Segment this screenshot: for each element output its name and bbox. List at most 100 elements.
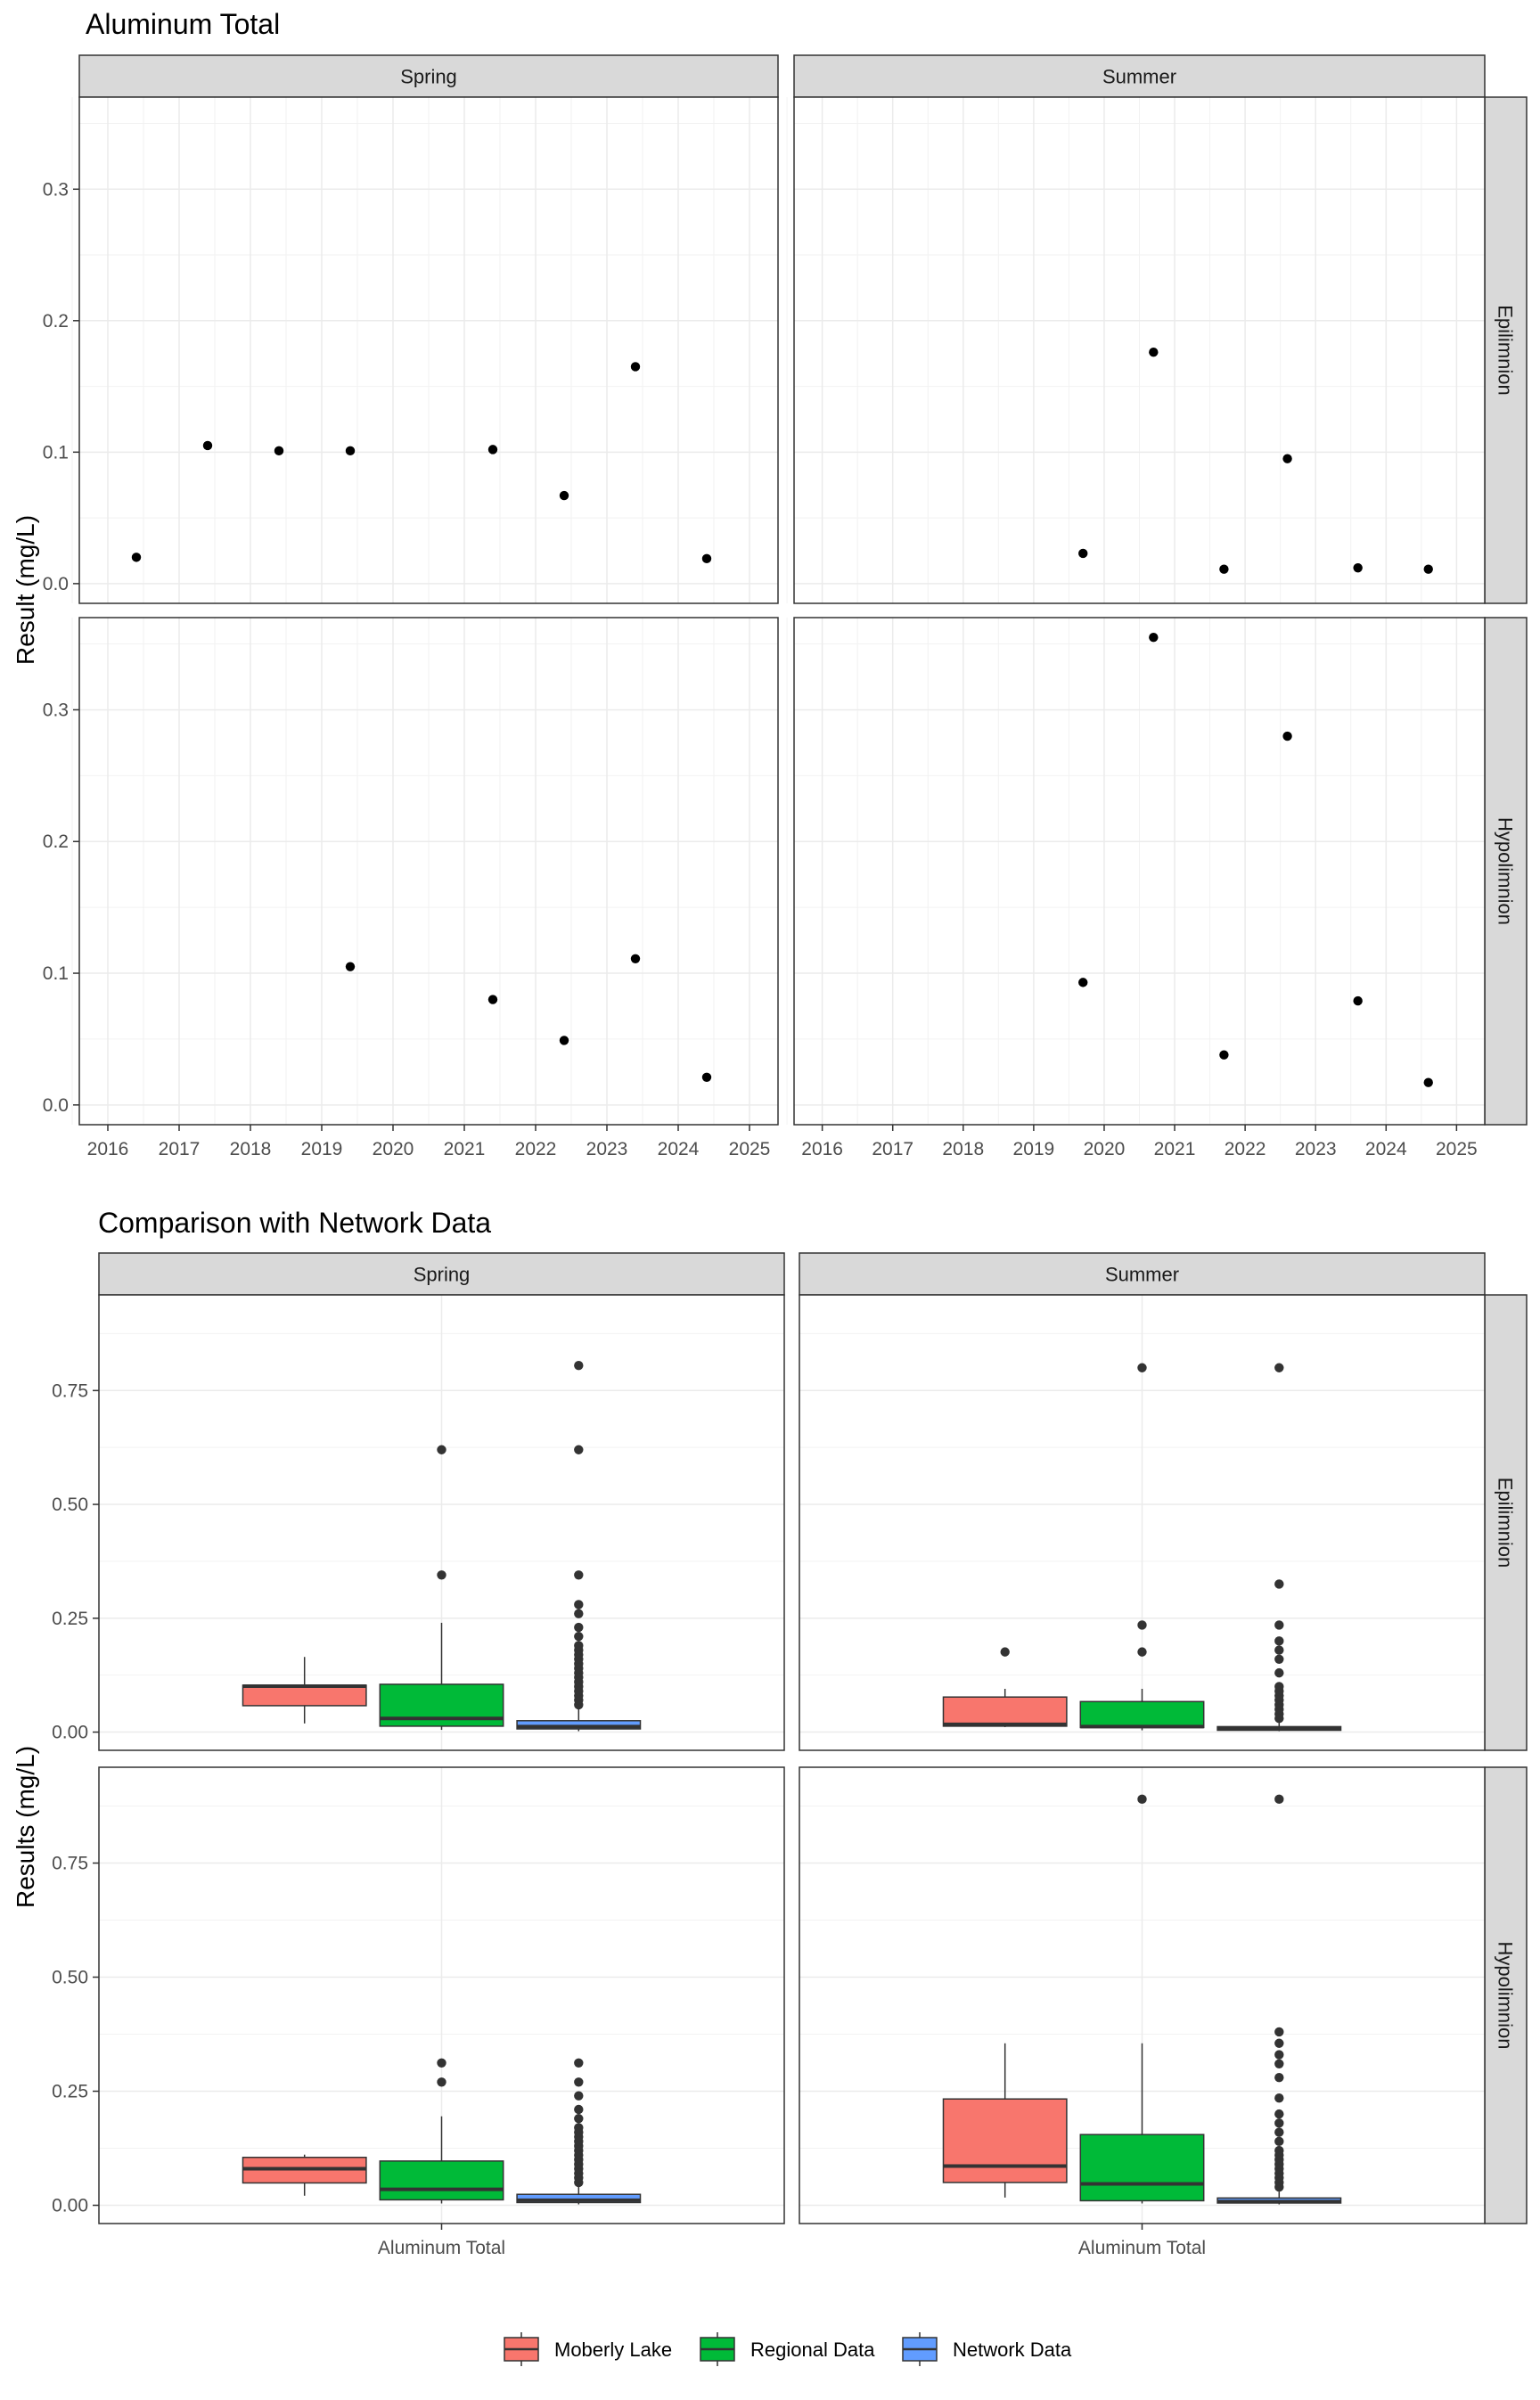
y-tick-label: 0.0 bbox=[43, 1095, 69, 1116]
y-tick-label: 0.25 bbox=[52, 1609, 88, 1629]
box-moberly-lake bbox=[242, 1657, 367, 1724]
chart1-strip-hypolimnion bbox=[1484, 617, 1528, 1126]
x-tick-label: 2024 bbox=[658, 1139, 700, 1159]
outlier-point bbox=[1137, 1620, 1147, 1630]
box-iqr bbox=[1079, 2134, 1205, 2202]
data-point bbox=[131, 553, 142, 562]
data-point bbox=[202, 440, 213, 451]
outlier-point bbox=[1274, 1654, 1284, 1665]
outlier-point bbox=[574, 2104, 584, 2115]
chart2-panel-spring-epilimnion: 0.00 0.25 0.50 0.75 bbox=[52, 1294, 785, 1751]
legend-item-moberly-lake: Moberly Lake bbox=[504, 2332, 672, 2366]
outlier-point bbox=[437, 1445, 446, 1454]
chart2-strip-label: Epilimnion bbox=[1495, 1478, 1517, 1569]
x-tick-label: 2022 bbox=[1225, 1139, 1266, 1159]
outlier-point bbox=[574, 2114, 584, 2124]
x-tick-label: 2023 bbox=[586, 1139, 628, 1159]
x-tick-label: 2018 bbox=[230, 1139, 272, 1159]
panel-border bbox=[78, 617, 779, 1126]
x-tick-label: 2019 bbox=[301, 1139, 343, 1159]
data-point bbox=[1219, 1050, 1229, 1060]
outlier-point bbox=[1000, 1647, 1010, 1657]
data-point bbox=[345, 446, 356, 456]
data-point bbox=[1423, 1077, 1433, 1087]
chart1-strip-epilimnion bbox=[1484, 96, 1528, 604]
box-iqr bbox=[1079, 1700, 1205, 1729]
y-tick-label: 0.25 bbox=[52, 2082, 88, 2102]
data-point bbox=[559, 1036, 569, 1045]
x-tick-label: 2017 bbox=[159, 1139, 201, 1159]
outlier-point bbox=[574, 1570, 584, 1580]
data-point bbox=[1078, 548, 1088, 559]
outlier-point bbox=[574, 2123, 584, 2133]
charts-layer: Spring SummerEpilimnionHypolimnion0.00.10… bbox=[43, 54, 1528, 2258]
box-regional-data bbox=[379, 1445, 504, 1731]
box-iqr bbox=[379, 2160, 504, 2201]
x-tick-label: 2025 bbox=[729, 1139, 771, 1159]
y-tick-label: 0.75 bbox=[52, 1380, 88, 1401]
y-tick-label: 0.0 bbox=[43, 574, 69, 594]
panel-border bbox=[98, 1294, 785, 1751]
outlier-point bbox=[1137, 1363, 1147, 1372]
box-iqr bbox=[942, 2098, 1068, 2183]
y-tick-label: 0.75 bbox=[52, 1854, 88, 1874]
data-point bbox=[559, 490, 569, 501]
panel-border bbox=[793, 96, 1486, 604]
outlier-point bbox=[574, 1600, 584, 1610]
box-moberly-lake bbox=[242, 2154, 367, 2196]
y-tick-label: 0.50 bbox=[52, 1968, 88, 1988]
outlier-point bbox=[1274, 1794, 1284, 1805]
outlier-point bbox=[574, 1445, 584, 1454]
legend-item-regional-data: Regional Data bbox=[700, 2332, 875, 2366]
box-iqr bbox=[516, 1720, 642, 1730]
outlier-point bbox=[574, 2091, 584, 2101]
data-point bbox=[1078, 978, 1088, 987]
y-tick-label: 0.2 bbox=[43, 311, 69, 332]
outlier-point bbox=[1274, 2038, 1284, 2048]
chart1-panel-summer-hypolimnion: 2016 2017 2018 2019 2020 2021 2022 2023 2024 2025 bbox=[786, 617, 1486, 1159]
outlier-point bbox=[574, 1609, 584, 1618]
chart1-ylabel: Result (mg/L) bbox=[12, 515, 39, 665]
outlier-point bbox=[1274, 2109, 1284, 2119]
outlier-point bbox=[1274, 2050, 1284, 2060]
x-tick-label: 2021 bbox=[444, 1139, 486, 1159]
outlier-point bbox=[1274, 1636, 1284, 1646]
data-point bbox=[1282, 731, 1292, 741]
data-point bbox=[345, 962, 356, 971]
outlier-point bbox=[437, 1570, 446, 1580]
outlier-point bbox=[574, 1632, 584, 1642]
outlier-point bbox=[1137, 1794, 1147, 1805]
chart1-strip-label: Summer bbox=[1102, 66, 1176, 88]
outlier-point bbox=[1137, 1647, 1147, 1657]
outlier-point bbox=[1274, 1579, 1284, 1589]
box-regional-data bbox=[1079, 1363, 1205, 1731]
chart1-panel-summer-epilimnion bbox=[786, 96, 1486, 604]
panel-border bbox=[793, 617, 1486, 1126]
chart1-title: Aluminum Total bbox=[86, 8, 280, 40]
chart2-title: Comparison with Network Data bbox=[98, 1207, 491, 1239]
x-tick-label: 2023 bbox=[1295, 1139, 1337, 1159]
outlier-point bbox=[437, 2077, 446, 2087]
y-tick-label: 0.2 bbox=[43, 831, 69, 852]
outlier-point bbox=[1274, 1682, 1284, 1691]
data-point bbox=[274, 446, 284, 456]
outlier-point bbox=[1274, 1645, 1284, 1655]
chart1-strip-spring bbox=[78, 54, 779, 98]
chart1-panel-spring-hypolimnion: 0.0 0.1 0.2 0.3 2016 2017 2018 2019 2020 2021 2022… bbox=[43, 617, 779, 1159]
box-moberly-lake bbox=[942, 1647, 1068, 1727]
chart1-strip-label: Spring bbox=[400, 66, 457, 88]
x-tick-label: 2018 bbox=[942, 1139, 984, 1159]
chart2: Spring Summer Epilimnion Hypolimnion 0.00 0.2… bbox=[52, 1252, 1528, 2258]
outlier-point bbox=[574, 1641, 584, 1651]
y-tick-label: 0.00 bbox=[52, 1723, 88, 1743]
data-point bbox=[1219, 564, 1229, 574]
outlier-point bbox=[1274, 2059, 1284, 2068]
chart1-strip-summer bbox=[793, 54, 1486, 98]
x-tick-label: 2016 bbox=[801, 1139, 843, 1159]
chart1: Spring SummerEpilimnionHypolimnion0.00.10… bbox=[43, 54, 1528, 1159]
outlier-point bbox=[1274, 2072, 1284, 2083]
chart2-strip-spring bbox=[98, 1252, 785, 1296]
box-network-data bbox=[1216, 1363, 1342, 1732]
outlier-point bbox=[1274, 2093, 1284, 2103]
